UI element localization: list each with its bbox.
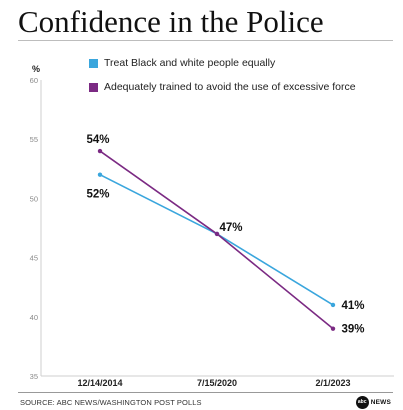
series-line-1	[99, 174, 334, 306]
series-line-2	[99, 150, 334, 330]
y-axis-unit: %	[32, 64, 41, 74]
y-tick-label: 50	[30, 194, 38, 203]
legend-item-equal-treatment: Treat Black and white people equally	[89, 51, 394, 75]
y-tick-label: 55	[30, 135, 38, 144]
data-label: 41%	[341, 300, 364, 312]
y-tick-label: 40	[30, 313, 38, 322]
x-tick-label: 12/14/2014	[77, 378, 122, 388]
abc-logo-text: NEWS	[370, 399, 391, 406]
x-tick-label: 7/15/2020	[197, 378, 237, 388]
y-tick-label: 45	[30, 254, 38, 263]
y-tick-label: 60	[30, 76, 38, 85]
y-tick-label: 35	[30, 372, 38, 381]
data-label: 47%	[219, 222, 242, 234]
source-note: SOURCE: ABC NEWS/WASHINGTON POST POLLS	[20, 398, 202, 407]
data-label: 39%	[341, 324, 364, 336]
abc-logo-mark: abc	[355, 396, 369, 409]
title-divider	[18, 40, 393, 41]
series-2-point	[330, 326, 336, 331]
data-label: 54%	[86, 134, 109, 146]
series-2-point	[214, 231, 220, 237]
data-label: 52%	[86, 189, 109, 201]
legend-swatch-purple	[89, 82, 98, 92]
series-1-point	[97, 172, 103, 177]
line-chart: 35 40 45 50 55 60 12/14/2014 7/15/2020 2/1/2023 5…	[30, 76, 394, 388]
abc-news-logo: abc NEWS	[355, 396, 391, 409]
footer-divider	[18, 392, 393, 393]
legend-label-excessive-force: Adequately trained to avoid the use of e…	[104, 81, 356, 93]
legend-swatch-blue	[89, 58, 98, 68]
x-tick-label: 2/1/2023	[315, 378, 350, 388]
legend-item-excessive-force: Adequately trained to avoid the use of e…	[89, 75, 394, 99]
series-2-point	[97, 148, 103, 154]
series-1-point	[330, 302, 336, 308]
chart-title: Confidence in the Police	[18, 4, 324, 39]
legend-label-equal-treatment: Treat Black and white people equally	[104, 57, 276, 69]
legend: Treat Black and white people equally Ade…	[89, 51, 394, 99]
